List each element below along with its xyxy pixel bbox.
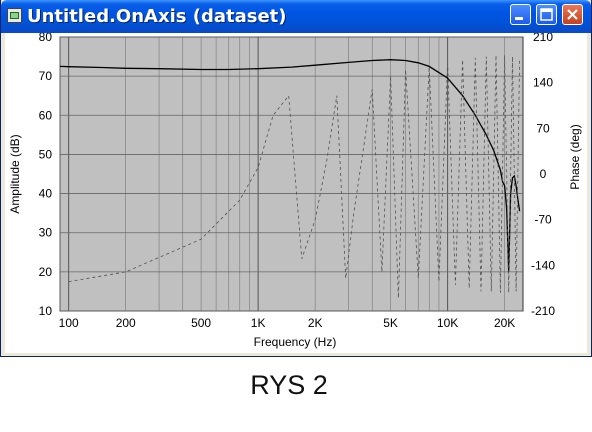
y-tick-label: 20 <box>39 265 53 279</box>
y2-tick-label: 70 <box>536 121 550 135</box>
series-layer <box>59 55 521 299</box>
y2-axis-label: Phase (deg) <box>568 124 582 189</box>
y-tick-label: 70 <box>39 69 53 83</box>
maximize-button[interactable] <box>536 4 557 25</box>
y-tick-label: 60 <box>39 108 53 122</box>
tick-labels: 100 200 500 1K 2K 5K 10K 20K 10 20 30 40 50 60 70 80 -21… <box>39 30 556 330</box>
y2-tick-label: 0 <box>540 167 547 181</box>
x-tick-label: 500 <box>191 316 211 330</box>
maximize-icon <box>540 8 553 21</box>
y2-tick-label: 140 <box>533 76 553 90</box>
y-axis-label: Amplitude (dB) <box>8 134 22 213</box>
y-tick-label: 10 <box>39 304 53 318</box>
minimize-button[interactable] <box>510 4 531 25</box>
figure-caption: RYS 2 <box>250 370 328 400</box>
x-tick-label: 1K <box>251 316 266 330</box>
x-tick-label: 200 <box>116 316 136 330</box>
x-tick-label: 5K <box>383 316 398 330</box>
minimize-icon <box>515 17 523 20</box>
grid-lines <box>59 36 523 312</box>
window-title: Untitled.OnAxis (dataset) <box>27 6 287 27</box>
y-tick-label: 50 <box>39 147 53 161</box>
app-window: Untitled.OnAxis (dataset) 100 200 500 1K 2K 5… <box>0 0 592 357</box>
plot-area: 100 200 500 1K 2K 5K 10K 20K 10 20 30 40 50 60 70 80 -21… <box>5 30 587 353</box>
y-tick-label: 30 <box>39 226 53 240</box>
x-tick-label: 2K <box>308 316 323 330</box>
x-tick-label: 100 <box>59 316 79 330</box>
frequency-response-chart[interactable]: 100 200 500 1K 2K 5K 10K 20K 10 20 30 40 50 60 70 80 -21… <box>5 30 587 353</box>
speaker-dataset-icon[interactable] <box>7 8 22 23</box>
x-axis-label: Frequency (Hz) <box>254 335 337 349</box>
y2-tick-label: 210 <box>533 33 553 44</box>
close-icon <box>567 9 578 20</box>
y-tick-label: 80 <box>39 33 53 44</box>
x-tick-label: 10K <box>437 316 458 330</box>
y2-tick-label: -70 <box>534 213 552 227</box>
y2-tick-label: -210 <box>531 304 555 318</box>
y-tick-label: 40 <box>39 187 53 201</box>
y2-tick-label: -140 <box>531 258 555 272</box>
x-tick-label: 20K <box>494 316 515 330</box>
amplitude-line <box>59 59 521 272</box>
title-bar[interactable]: Untitled.OnAxis (dataset) <box>1 0 591 33</box>
close-button[interactable] <box>562 4 583 25</box>
